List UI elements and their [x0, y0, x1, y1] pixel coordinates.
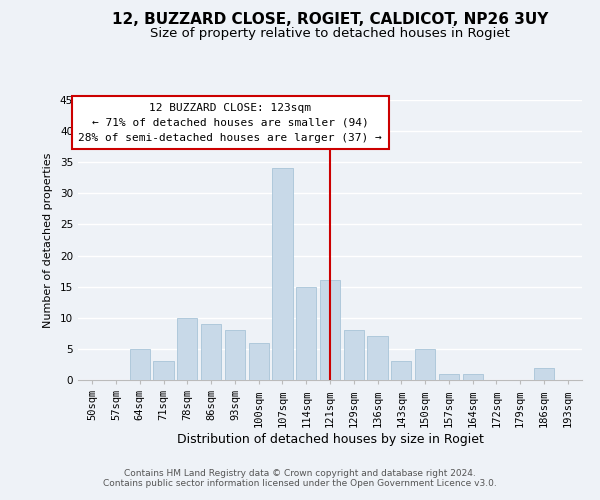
Y-axis label: Number of detached properties: Number of detached properties: [43, 152, 53, 328]
Bar: [177, 318, 197, 380]
Bar: [130, 349, 150, 380]
Bar: [391, 362, 412, 380]
Bar: [344, 330, 364, 380]
Bar: [154, 362, 173, 380]
Bar: [296, 286, 316, 380]
Text: 12, BUZZARD CLOSE, ROGIET, CALDICOT, NP26 3UY: 12, BUZZARD CLOSE, ROGIET, CALDICOT, NP2…: [112, 12, 548, 28]
Text: 12 BUZZARD CLOSE: 123sqm
← 71% of detached houses are smaller (94)
28% of semi-d: 12 BUZZARD CLOSE: 123sqm ← 71% of detach…: [78, 103, 382, 142]
Bar: [201, 324, 221, 380]
Bar: [225, 330, 245, 380]
Text: Size of property relative to detached houses in Rogiet: Size of property relative to detached ho…: [150, 28, 510, 40]
Text: Contains public sector information licensed under the Open Government Licence v3: Contains public sector information licen…: [103, 478, 497, 488]
X-axis label: Distribution of detached houses by size in Rogiet: Distribution of detached houses by size …: [176, 434, 484, 446]
Bar: [248, 342, 269, 380]
Text: Contains HM Land Registry data © Crown copyright and database right 2024.: Contains HM Land Registry data © Crown c…: [124, 468, 476, 477]
Bar: [463, 374, 483, 380]
Bar: [320, 280, 340, 380]
Bar: [439, 374, 459, 380]
Bar: [415, 349, 435, 380]
Bar: [367, 336, 388, 380]
Bar: [272, 168, 293, 380]
Bar: [534, 368, 554, 380]
